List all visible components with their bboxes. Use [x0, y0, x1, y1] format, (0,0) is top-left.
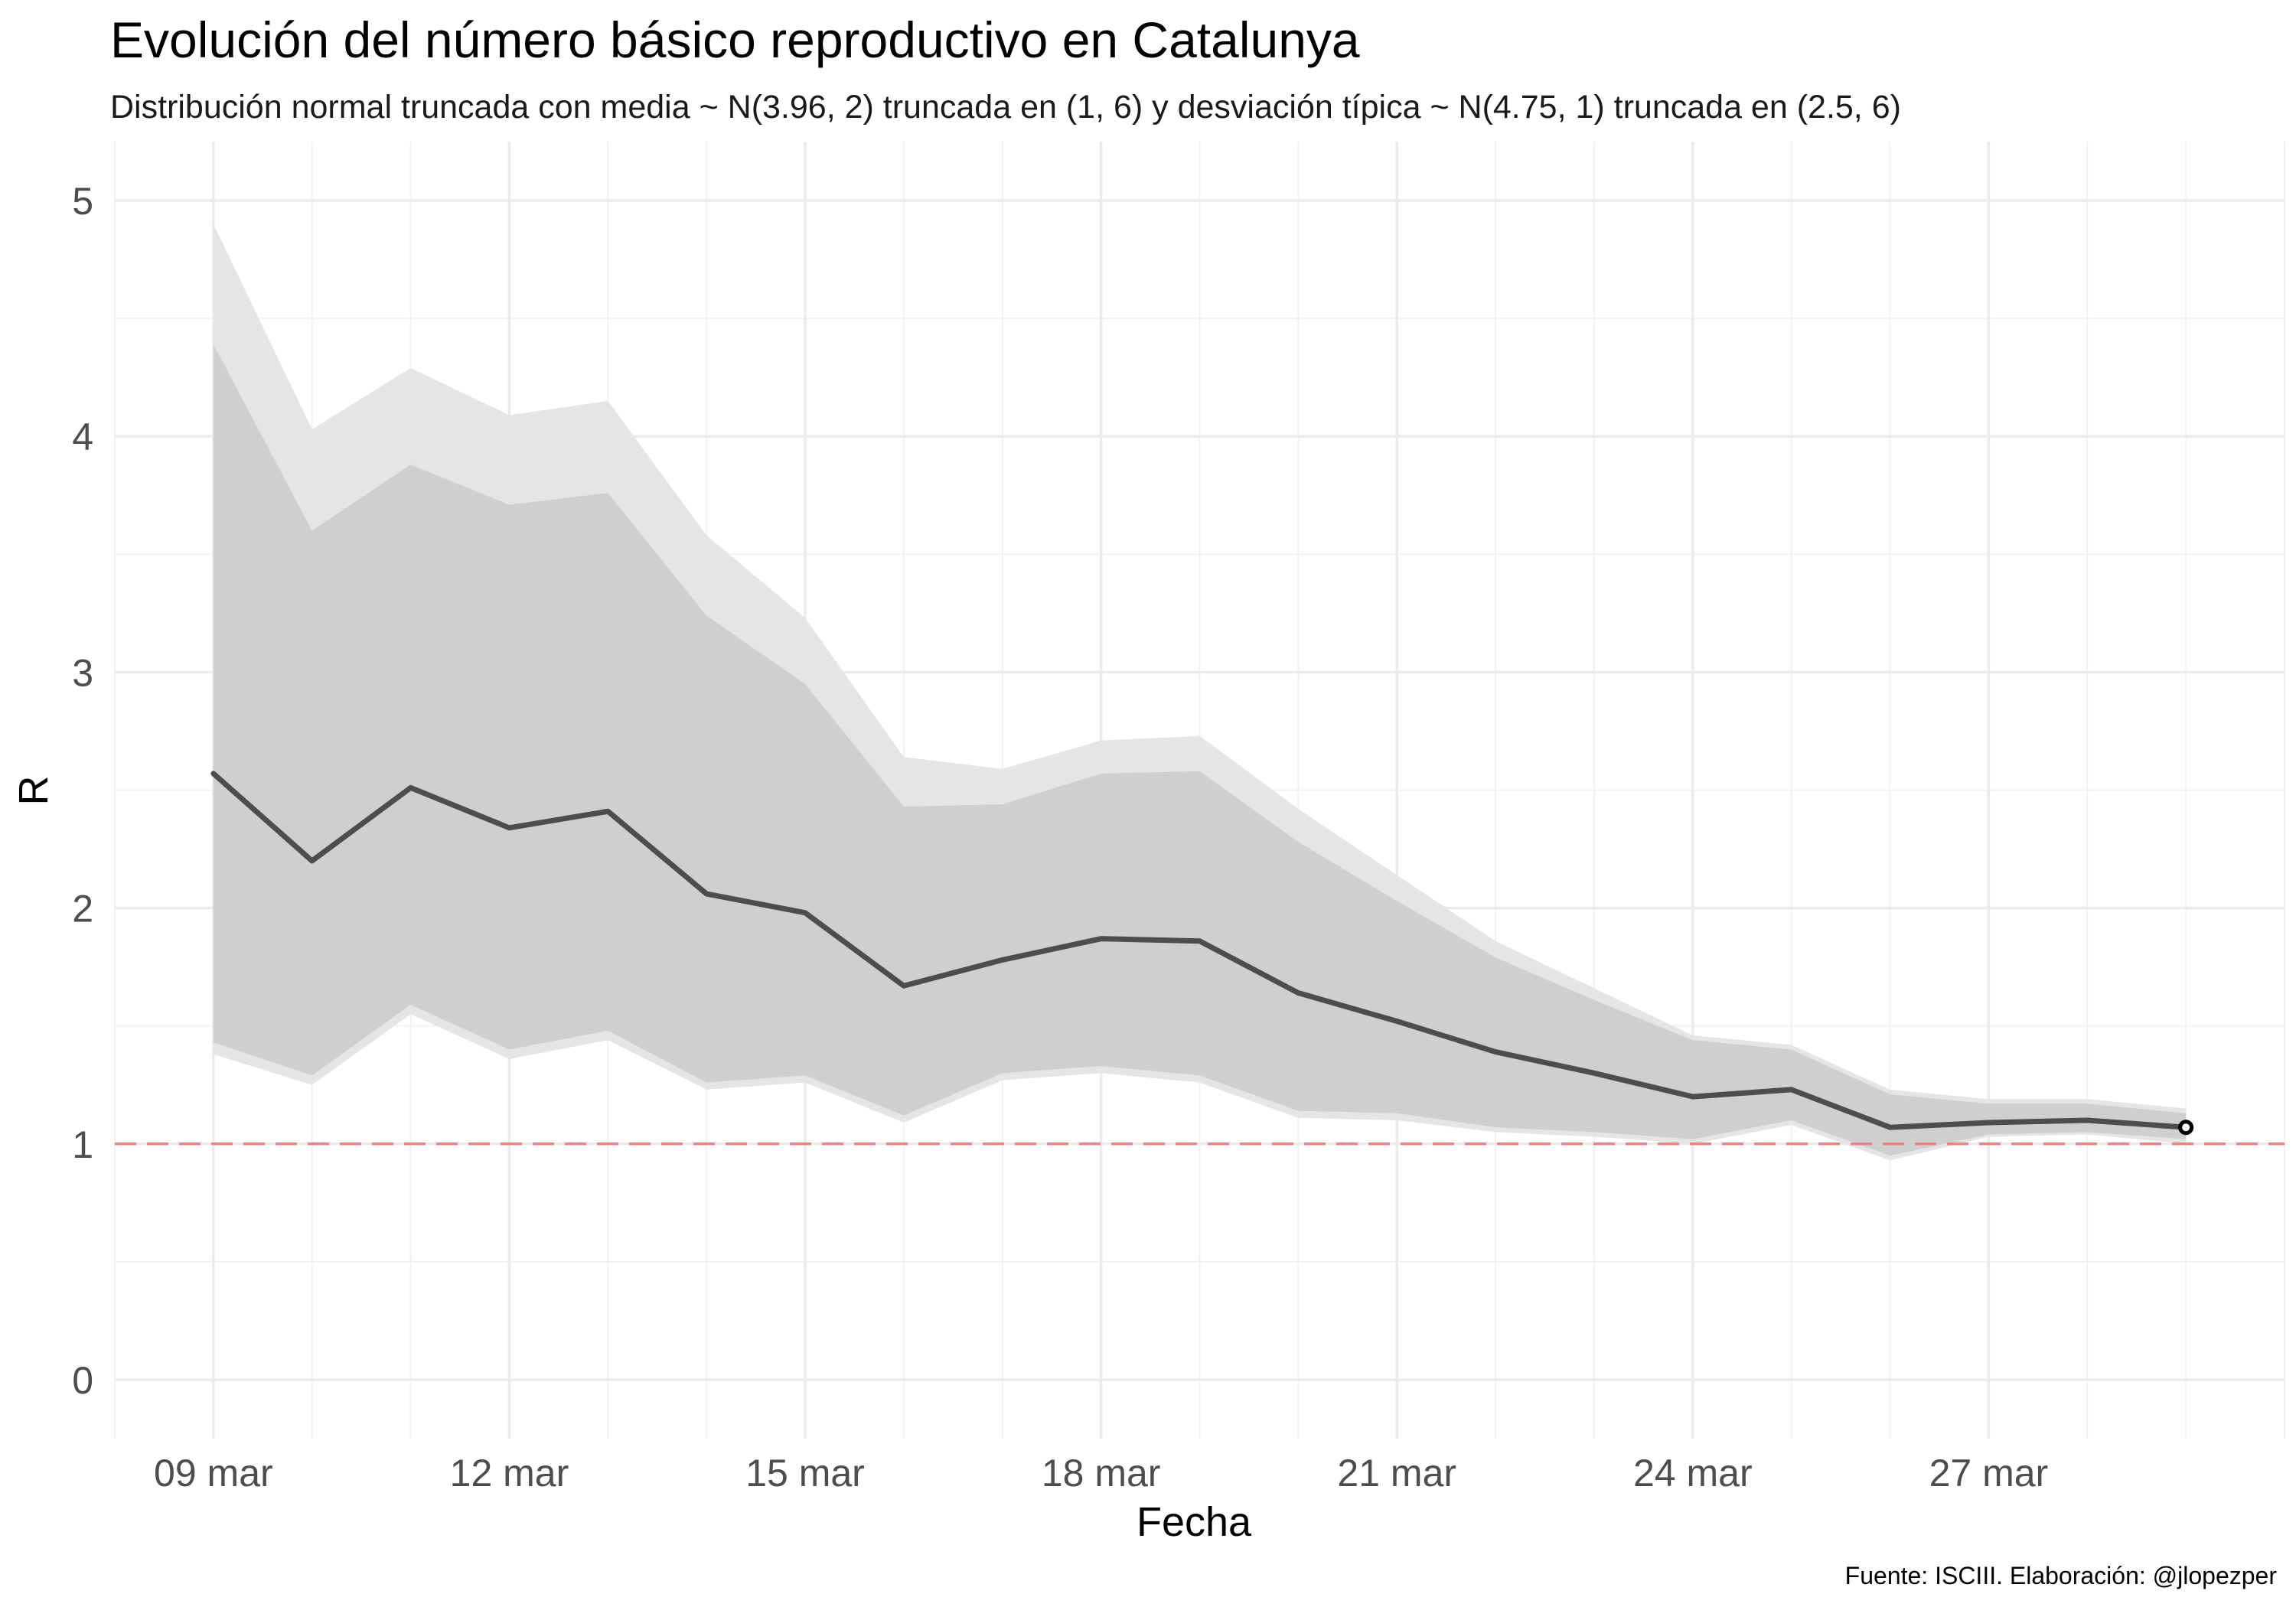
- x-axis-ticks: 09 mar 12 mar 15 mar 18 mar 21 mar 24 mar 27 m…: [154, 1452, 2048, 1495]
- y-tick-label: 4: [72, 416, 93, 458]
- last-point-marker: [2178, 1120, 2194, 1136]
- series-markers: [2178, 1120, 2194, 1136]
- chart-title: Evolución del número básico reproductivo…: [110, 11, 1360, 68]
- y-tick-label: 0: [72, 1359, 93, 1402]
- y-tick-label: 2: [72, 888, 93, 931]
- x-axis-title: Fecha: [1137, 1499, 1252, 1545]
- x-tick-label: 12 mar: [450, 1452, 569, 1495]
- x-tick-label: 27 mar: [1929, 1452, 2049, 1495]
- inner-confidence-band: [213, 344, 2187, 1156]
- series-lines: [210, 771, 2189, 1130]
- y-tick-label: 3: [72, 651, 93, 694]
- y-axis-title: R: [11, 776, 57, 806]
- x-tick-label: 09 mar: [154, 1452, 273, 1495]
- x-tick-label: 21 mar: [1337, 1452, 1456, 1495]
- chart-caption: Fuente: ISCIII. Elaboración: @jlopezper: [1845, 1562, 2278, 1589]
- x-tick-label: 15 mar: [745, 1452, 865, 1495]
- x-tick-label: 24 mar: [1633, 1452, 1753, 1495]
- y-tick-label: 1: [72, 1123, 93, 1166]
- r-estimate-line: [210, 771, 2189, 1130]
- y-tick-label: 5: [72, 180, 93, 223]
- confidence-bands: [213, 223, 2187, 1161]
- chart-subtitle: Distribución normal truncada con media ~…: [110, 89, 1901, 125]
- y-axis-ticks: 0 1 2 3 4 5: [72, 180, 93, 1402]
- x-tick-label: 18 mar: [1042, 1452, 1161, 1495]
